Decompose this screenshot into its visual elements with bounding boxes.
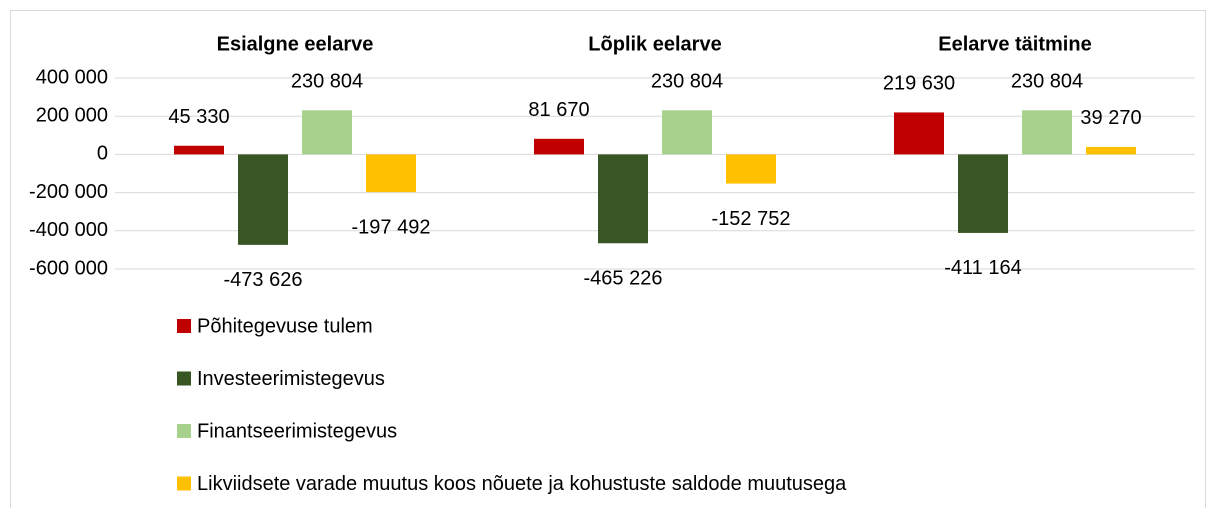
- y-tick-label: -600 000: [29, 257, 108, 279]
- bar: [174, 145, 224, 155]
- data-label: 230 804: [1011, 71, 1083, 93]
- y-tick-label: 400 000: [36, 66, 108, 88]
- bar: [1086, 146, 1136, 155]
- bar: [238, 154, 288, 245]
- legend-swatch: [177, 371, 191, 386]
- bar: [894, 112, 944, 155]
- legend-label: Põhitegevuse tulem: [197, 315, 373, 337]
- bar: [958, 154, 1008, 233]
- data-label: 45 330: [168, 106, 229, 128]
- data-label: 230 804: [651, 71, 723, 93]
- y-tick-label: 200 000: [36, 104, 108, 126]
- data-label: -473 626: [224, 269, 303, 291]
- bar: [662, 110, 712, 155]
- category-label: Lõplik eelarve: [588, 33, 721, 55]
- y-tick-label: -400 000: [29, 219, 108, 241]
- legend-label: Finantseerimistegevus: [197, 420, 397, 442]
- bar: [302, 110, 352, 155]
- data-label: -465 226: [584, 268, 663, 290]
- data-label: 81 670: [528, 99, 589, 121]
- bar: [1022, 110, 1072, 155]
- bar: [366, 154, 416, 193]
- category-label: Eelarve täitmine: [938, 33, 1091, 55]
- data-label: -411 164: [944, 257, 1021, 279]
- legend-swatch: [177, 319, 191, 333]
- y-tick-label: 0: [97, 143, 108, 165]
- legend-swatch: [177, 424, 191, 438]
- data-label: -197 492: [352, 216, 431, 238]
- legend-label: Likviidsete varade muutus koos nõuete ja…: [197, 473, 847, 495]
- bar: [598, 154, 648, 244]
- chart-border: [10, 10, 1206, 508]
- bar: [726, 154, 776, 184]
- legend-swatch: [177, 476, 191, 491]
- data-label: -152 752: [712, 208, 791, 230]
- data-label: 39 270: [1080, 107, 1141, 129]
- data-label: 219 630: [883, 73, 955, 95]
- y-tick-label: -200 000: [29, 181, 108, 203]
- data-label: 230 804: [291, 71, 363, 93]
- legend-label: Investeerimistegevus: [197, 368, 385, 390]
- bar: [534, 138, 584, 155]
- category-label: Esialgne eelarve: [217, 33, 374, 55]
